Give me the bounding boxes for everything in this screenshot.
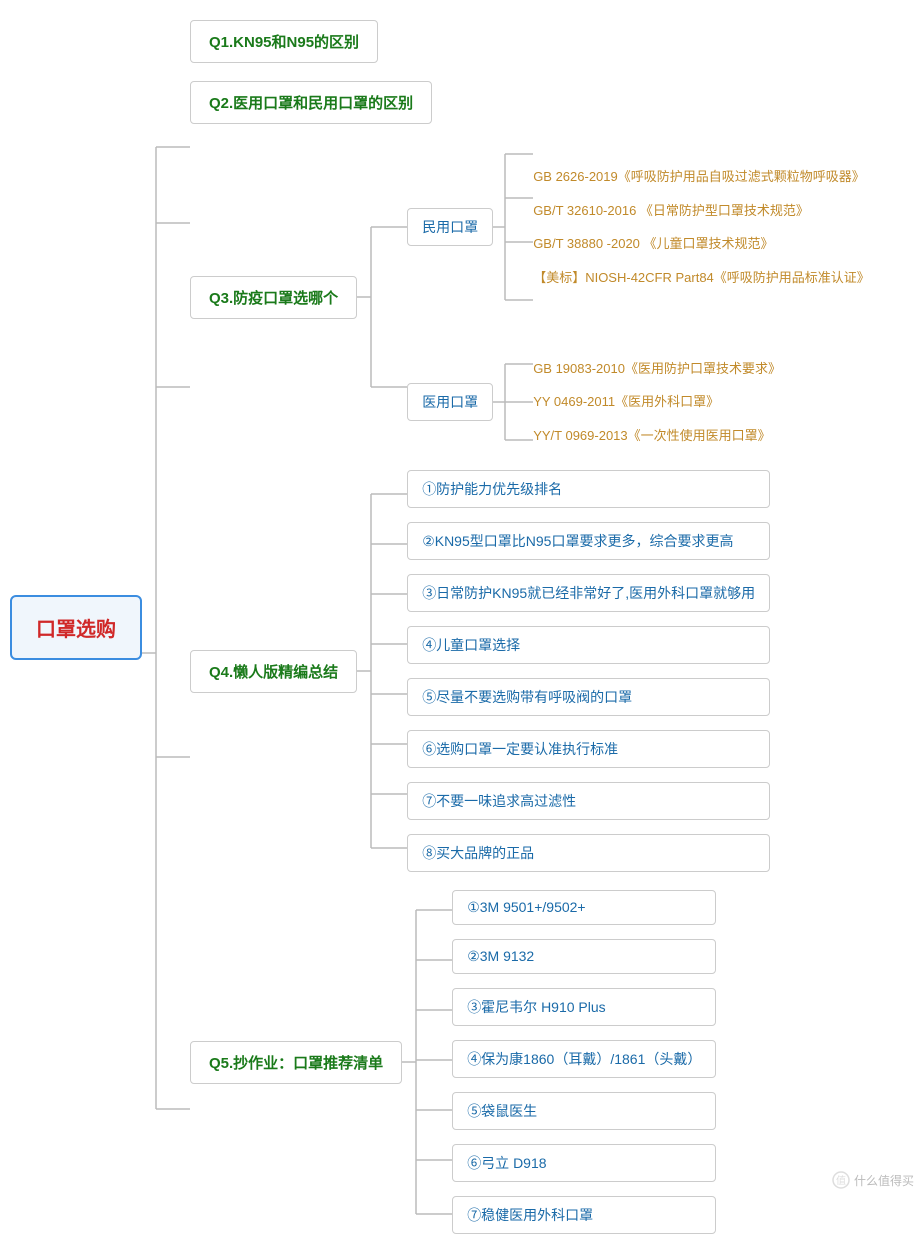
q4-node: Q4.懒人版精编总结 <box>190 650 357 693</box>
q3-medical-node: 医用口罩 <box>407 383 493 421</box>
q5-item: ②3M 9132 <box>452 939 716 974</box>
q4-item: ②KN95型口罩比N95口罩要求更多，综合要求更高 <box>407 522 770 560</box>
watermark-icon: 值 <box>832 1171 850 1189</box>
branch-q1: Q1.KN95和N95的区别 <box>190 20 870 63</box>
q3-civilian-row: 民用口罩 GB 2626-2019《呼吸防护用品自吸过滤式颗粒物呼吸器》 GB/… <box>407 142 870 312</box>
q3-med-leaf-connector <box>493 352 533 452</box>
q1-node: Q1.KN95和N95的区别 <box>190 20 378 63</box>
q3-civ-item: 【美标】NIOSH-42CFR Part84《呼吸防护用品标准认证》 <box>533 268 870 288</box>
watermark-text: 什么值得买 <box>854 1172 914 1189</box>
q5-connector <box>402 892 452 1232</box>
q2-node: Q2.医用口罩和民用口罩的区别 <box>190 81 432 124</box>
root-node: 口罩选购 <box>10 595 142 660</box>
q3-medical-row: 医用口罩 GB 19083-2010《医用防护口罩技术要求》 YY 0469-2… <box>407 352 870 452</box>
q3-med-item: YY 0469-2011《医用外科口罩》 <box>533 392 781 412</box>
q4-item: ⑥选购口罩一定要认准执行标准 <box>407 730 770 768</box>
q3-med-item: GB 19083-2010《医用防护口罩技术要求》 <box>533 359 781 379</box>
q5-item: ①3M 9501+/9502+ <box>452 890 716 925</box>
q5-item: ⑦稳健医用外科口罩 <box>452 1196 716 1234</box>
q3-civ-item: GB 2626-2019《呼吸防护用品自吸过滤式颗粒物呼吸器》 <box>533 167 870 187</box>
q5-items: ①3M 9501+/9502+ ②3M 9132 ③霍尼韦尔 H910 Plus… <box>452 890 716 1234</box>
mindmap-root: 口罩选购 Q1.KN95和N95的区别 Q2.医用口罩和民用口罩的区别 Q3.防… <box>10 20 914 1234</box>
svg-text:值: 值 <box>836 1174 846 1187</box>
q4-item: ⑤尽量不要选购带有呼吸阀的口罩 <box>407 678 770 716</box>
q3-civ-leaf-connector <box>493 142 533 312</box>
q3-civ-item: GB/T 38880 -2020 《儿童口罩技术规范》 <box>533 234 870 254</box>
q3-civilian-node: 民用口罩 <box>407 208 493 246</box>
q5-item: ③霍尼韦尔 H910 Plus <box>452 988 716 1026</box>
branch-q2: Q2.医用口罩和民用口罩的区别 <box>190 81 870 124</box>
branch-q3: Q3.防疫口罩选哪个 民用口罩 <box>190 142 870 452</box>
q3-subcol: 民用口罩 GB 2626-2019《呼吸防护用品自吸过滤式颗粒物呼吸器》 GB/… <box>407 142 870 452</box>
q3-med-leaves: GB 19083-2010《医用防护口罩技术要求》 YY 0469-2011《医… <box>533 359 781 446</box>
q4-item: ⑧买大品牌的正品 <box>407 834 770 872</box>
q3-connector <box>357 157 407 437</box>
q5-item: ⑥弓立 D918 <box>452 1144 716 1182</box>
q4-items: ①防护能力优先级排名 ②KN95型口罩比N95口罩要求更多，综合要求更高 ③日常… <box>407 470 770 872</box>
q4-connector <box>357 476 407 866</box>
watermark: 值 什么值得买 <box>832 1171 914 1189</box>
q4-item: ①防护能力优先级排名 <box>407 470 770 508</box>
q4-item: ③日常防护KN95就已经非常好了,医用外科口罩就够用 <box>407 574 770 612</box>
q3-node: Q3.防疫口罩选哪个 <box>190 276 357 319</box>
q3-med-item: YY/T 0969-2013《一次性使用医用口罩》 <box>533 426 781 446</box>
q4-item: ④儿童口罩选择 <box>407 626 770 664</box>
q3-civ-item: GB/T 32610-2016 《日常防护型口罩技术规范》 <box>533 201 870 221</box>
q5-node: Q5.抄作业：口罩推荐清单 <box>190 1041 402 1084</box>
q5-item: ④保为康1860（耳戴）/1861（头戴） <box>452 1040 716 1078</box>
branch-q4: Q4.懒人版精编总结 ①防护能力优先级排名 ②KN95型口罩比N95口罩要求更多… <box>190 470 870 872</box>
level1-group: Q1.KN95和N95的区别 Q2.医用口罩和民用口罩的区别 Q3.防疫口罩选哪… <box>190 20 870 1234</box>
q5-item: ⑤袋鼠医生 <box>452 1092 716 1130</box>
root-connector <box>142 117 190 1137</box>
branch-q5: Q5.抄作业：口罩推荐清单 ①3M 9501+/9502+ ②3M 9132 ③… <box>190 890 870 1234</box>
q3-civ-leaves: GB 2626-2019《呼吸防护用品自吸过滤式颗粒物呼吸器》 GB/T 326… <box>533 167 870 287</box>
q4-item: ⑦不要一味追求高过滤性 <box>407 782 770 820</box>
